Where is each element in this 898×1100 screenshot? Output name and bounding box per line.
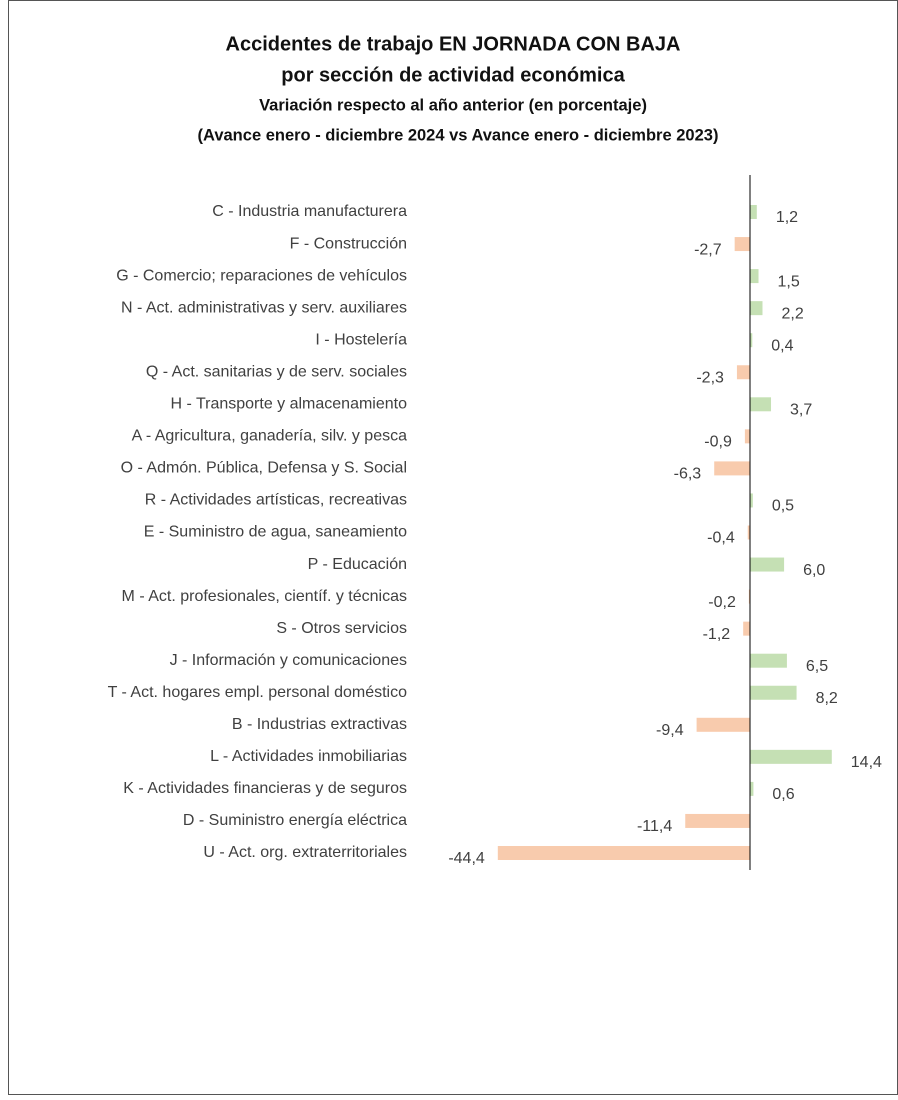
category-label: O - Admón. Pública, Defensa y S. Social [121,460,407,477]
category-label: K - Actividades financieras y de seguros [123,780,407,797]
bar [497,846,750,860]
bar [748,589,750,604]
data-label: -2,3 [696,369,724,386]
data-label: 8,2 [816,690,838,707]
bar [714,461,750,476]
data-label: -0,2 [708,594,736,611]
bar [750,653,787,668]
category-label: M - Act. profesionales, científ. y técni… [122,588,407,605]
data-label: -9,4 [656,722,684,739]
category-label: F - Construcción [290,235,407,252]
data-label: -6,3 [674,466,702,483]
data-label: -0,9 [704,434,732,451]
bar [750,333,753,348]
bar [750,749,832,764]
chart-title: por sección de actividad económica [281,64,625,86]
bar [750,685,797,700]
data-label: 3,7 [790,402,812,419]
bar [685,813,750,828]
chart-subtitle: (Avance enero - diciembre 2024 vs Avance… [198,126,719,144]
category-label: D - Suministro energía eléctrica [183,812,407,829]
data-label: 0,6 [772,786,794,803]
data-label: -0,4 [707,530,735,547]
category-label: N - Act. administrativas y serv. auxilia… [121,299,407,316]
bar [750,493,753,508]
data-label: 0,4 [771,337,793,354]
bar [750,205,757,219]
category-label: H - Transporte y almacenamiento [170,396,407,413]
data-label: 14,4 [851,754,882,771]
bar [750,397,772,412]
data-label: 6,0 [803,562,825,579]
bar [750,781,754,796]
category-label: B - Industrias extractivas [232,716,407,733]
bar [750,269,759,284]
category-label: I - Hostelería [315,331,407,348]
category-label: P - Educación [308,556,407,573]
data-label: 1,5 [778,273,800,290]
bar [750,301,763,316]
data-label: -2,7 [694,241,722,258]
data-label: -1,2 [703,626,731,643]
category-label: U - Act. org. extraterritoriales [203,844,407,861]
data-label: 1,2 [776,209,798,226]
category-label: E - Suministro de agua, saneamiento [144,524,407,541]
category-label: T - Act. hogares empl. personal doméstic… [108,684,408,701]
data-label: 0,5 [772,498,794,515]
chart-frame [8,0,898,1095]
chart-title: Accidentes de trabajo EN JORNADA CON BAJ… [226,33,681,55]
category-label: L - Actividades inmobiliarias [210,748,407,765]
category-label: G - Comercio; reparaciones de vehículos [116,267,407,284]
bar [743,621,750,636]
chart-subtitle: Variación respecto al año anterior (en p… [259,96,647,114]
category-label: R - Actividades artísticas, recreativas [145,492,407,509]
category-label: C - Industria manufacturera [212,203,407,220]
data-label: 6,5 [806,658,828,675]
bar [747,525,750,540]
bar [736,365,750,380]
category-label: Q - Act. sanitarias y de serv. sociales [146,363,407,380]
category-label: S - Otros servicios [276,620,407,637]
bar [744,429,750,444]
category-label: J - Información y comunicaciones [170,652,407,669]
data-label: 2,2 [781,305,803,322]
data-label: -44,4 [448,850,485,867]
bar [696,717,750,732]
category-label: A - Agricultura, ganadería, silv. y pesc… [132,428,408,445]
data-label: -11,4 [637,818,672,835]
bar [750,557,785,572]
bar [734,237,750,252]
